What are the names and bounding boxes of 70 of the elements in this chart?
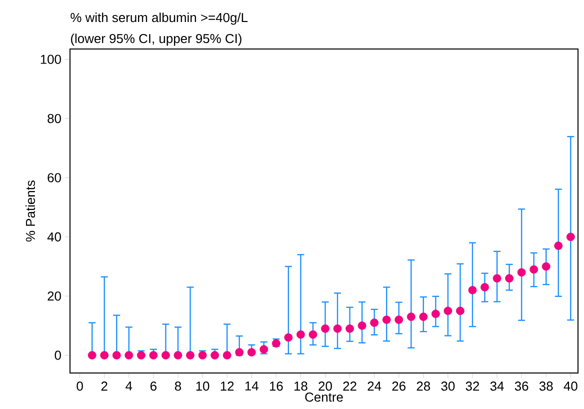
- point: [480, 282, 489, 292]
- point: [198, 351, 207, 360]
- x-tick-label: 26: [392, 382, 406, 391]
- x-tick-label: 24: [368, 382, 382, 391]
- point: [370, 318, 379, 327]
- point: [235, 348, 244, 356]
- x-tick-label: 30: [441, 382, 455, 391]
- x-tick-label: 36: [514, 382, 528, 391]
- point: [542, 262, 550, 271]
- chart-title: % with serum albumin >=40g/L: [70, 12, 248, 25]
- point: [136, 351, 146, 360]
- point: [346, 324, 354, 333]
- point: [566, 232, 575, 242]
- x-tick-label: 2: [101, 382, 108, 391]
- point: [468, 286, 477, 294]
- x-tick-label: 20: [318, 382, 332, 391]
- x-tick-label: 4: [126, 382, 132, 390]
- point: [333, 324, 342, 333]
- point: [444, 306, 452, 316]
- point: [406, 312, 416, 321]
- x-axis-title: Centre: [305, 392, 343, 402]
- point: [296, 330, 305, 339]
- y-tick-label: 100: [40, 54, 61, 64]
- x-tick-label: 34: [490, 382, 504, 391]
- x-tick-label: 16: [270, 382, 283, 391]
- y-axis-title: % Patients: [26, 180, 36, 242]
- point: [174, 351, 182, 360]
- point: [124, 351, 134, 360]
- point: [517, 268, 526, 277]
- point: [419, 312, 428, 321]
- y-tick-label: 40: [47, 232, 61, 242]
- point: [247, 348, 256, 356]
- point: [492, 274, 502, 283]
- point: [162, 351, 170, 360]
- x-tick-label: 12: [220, 382, 234, 391]
- y-tick-label: 0: [54, 350, 61, 360]
- point: [554, 242, 563, 250]
- point: [222, 351, 232, 360]
- x-tick-label: 18: [294, 382, 308, 391]
- x-tick-label: 6: [150, 382, 156, 391]
- point: [505, 274, 514, 283]
- x-tick-label: 0: [76, 382, 83, 391]
- point: [308, 330, 318, 339]
- point: [382, 316, 391, 324]
- x-tick-label: 28: [416, 382, 430, 391]
- point: [456, 306, 464, 316]
- point: [530, 265, 538, 274]
- point: [186, 351, 194, 360]
- point: [88, 351, 96, 360]
- point: [431, 310, 440, 318]
- point: [321, 324, 330, 333]
- point: [112, 351, 121, 360]
- x-tick-label: 10: [196, 382, 210, 391]
- x-tick-label: 22: [343, 382, 356, 391]
- point: [260, 345, 268, 354]
- x-tick-label: 38: [539, 382, 553, 391]
- point: [358, 321, 366, 330]
- y-tick-label: 80: [48, 114, 61, 124]
- y-tick-label: 20: [48, 291, 61, 301]
- x-tick-label: 8: [174, 382, 182, 391]
- x-tick-label: 32: [466, 382, 480, 391]
- point: [284, 333, 293, 342]
- chart-subtitle: (lower 95% CI, upper 95% CI): [71, 34, 242, 46]
- y-tick-label: 60: [48, 173, 61, 182]
- x-tick-label: 14: [245, 382, 258, 390]
- point: [394, 316, 404, 324]
- point: [210, 351, 219, 360]
- point: [149, 351, 158, 360]
- point: [100, 351, 109, 360]
- x-tick-label: 40: [564, 382, 578, 391]
